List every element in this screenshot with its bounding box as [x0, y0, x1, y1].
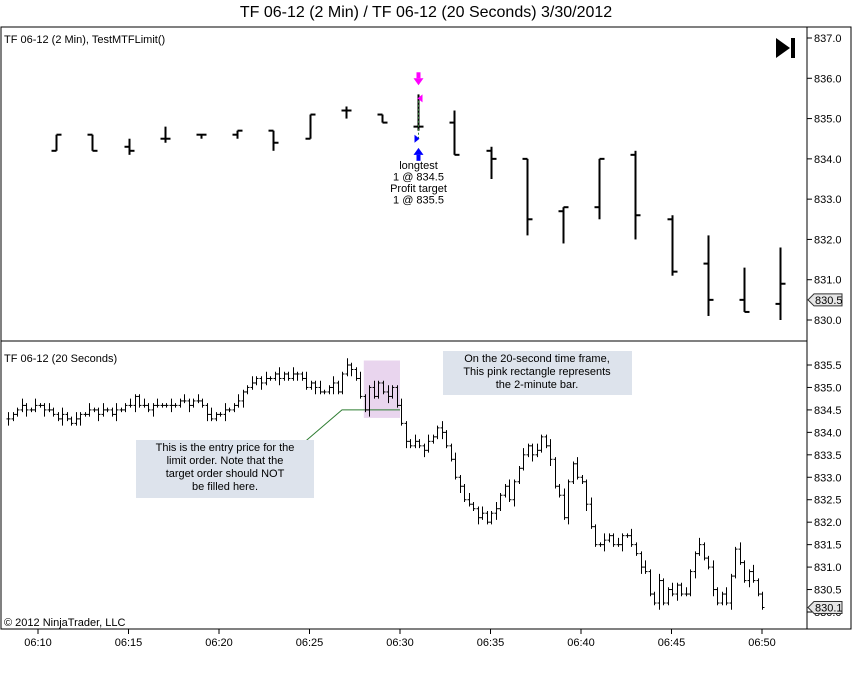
bottom-panel-title: TF 06-12 (20 Seconds) [4, 353, 117, 365]
entry-arrow-shaft [416, 154, 421, 161]
top-price-tick-label: 834.0 [814, 154, 842, 166]
time-axis: 06:10 06:15 06:20 06:25 06:30 06:35 06:40 06:45… [24, 629, 776, 649]
time-tick-label: 06:15 [115, 637, 143, 649]
top-price-tick-label: 836.0 [814, 73, 842, 85]
last-price-marker-bottom [807, 601, 843, 615]
bottom-price-tick-label: 831.0 [814, 562, 842, 574]
exit-arrow-icon [413, 78, 424, 86]
entry-price-callout-line: limit order. Note that the [167, 455, 284, 467]
time-tick-label: 06:30 [386, 637, 414, 649]
exit-arrow-shaft [416, 72, 421, 79]
time-tick-label: 06:50 [748, 637, 776, 649]
bottom-panel-frame [0, 340, 808, 630]
exit-fill-marker-icon [417, 94, 423, 103]
pink-rect-callout [443, 351, 632, 395]
top-price-tick-label: 835.0 [814, 114, 842, 126]
bottom-price-tick-label: 832.0 [814, 517, 842, 529]
time-tick-label: 06:40 [567, 637, 595, 649]
last-price-label-top: 830.5 [815, 295, 843, 307]
entry-price-callout-line: be filled here. [192, 481, 258, 493]
time-tick-label: 06:35 [477, 637, 505, 649]
top-price-tick-label: 832.0 [814, 234, 842, 246]
entry-fill-marker-icon [414, 134, 420, 143]
trade-annotation-line: 1 @ 834.5 [393, 171, 444, 183]
entry-price-callout-line: This is the entry price for the [156, 442, 295, 454]
bottom-price-tick-label: 832.5 [814, 495, 842, 507]
pink-rect-callout-line: the 2-minute bar. [496, 379, 579, 391]
pink-rect-callout-line: On the 20-second time frame, [464, 353, 610, 365]
last-price-marker-top [807, 293, 843, 307]
time-tick-label: 06:10 [24, 637, 52, 649]
price-axis-frame [806, 26, 852, 630]
trade-annotation-line: Profit target [390, 183, 447, 195]
time-tick-label: 06:20 [205, 637, 233, 649]
time-tick-label: 06:45 [658, 637, 686, 649]
top-price-tick-label: 831.0 [814, 275, 842, 287]
bottom-price-tick-label: 833.0 [814, 472, 842, 484]
pink-rect-callout-line: This pink rectangle represents [463, 366, 611, 378]
entry-price-callout [136, 440, 314, 498]
entry-price-line [299, 409, 400, 447]
time-tick-label: 06:25 [296, 637, 324, 649]
entry-price-callout-line: target order should NOT [166, 468, 285, 480]
bottom-price-tick-label: 835.5 [814, 360, 842, 372]
top-panel-title: TF 06-12 (2 Min), TestMTFLimit() [4, 34, 165, 46]
skip-to-end-icon[interactable] [775, 37, 799, 59]
entry-arrow-icon [413, 147, 424, 155]
bottom-price-tick-label: 835.0 [814, 382, 842, 394]
copyright-label: © 2012 NinjaTrader, LLC [4, 617, 125, 629]
top-price-tick-label: 837.0 [814, 33, 842, 45]
bottom-price-tick-label: 834.5 [814, 405, 842, 417]
bottom-price-tick-label: 834.0 [814, 427, 842, 439]
trade-annotation-line: 1 @ 835.5 [393, 194, 444, 206]
top-price-tick-label: 833.0 [814, 194, 842, 206]
bottom-price-tick-label: 831.5 [814, 540, 842, 552]
last-price-label-bottom: 830.1 [815, 603, 843, 615]
window-title-bar: TF 06-12 (2 Min) / TF 06-12 (20 Seconds)… [239, 4, 613, 21]
bottom-price-tick-label: 830.5 [814, 585, 842, 597]
top-price-tick-label: 830.0 [814, 315, 842, 327]
bottom-price-tick-label: 833.5 [814, 450, 842, 462]
trade-annotation-line: longtest [399, 160, 438, 172]
